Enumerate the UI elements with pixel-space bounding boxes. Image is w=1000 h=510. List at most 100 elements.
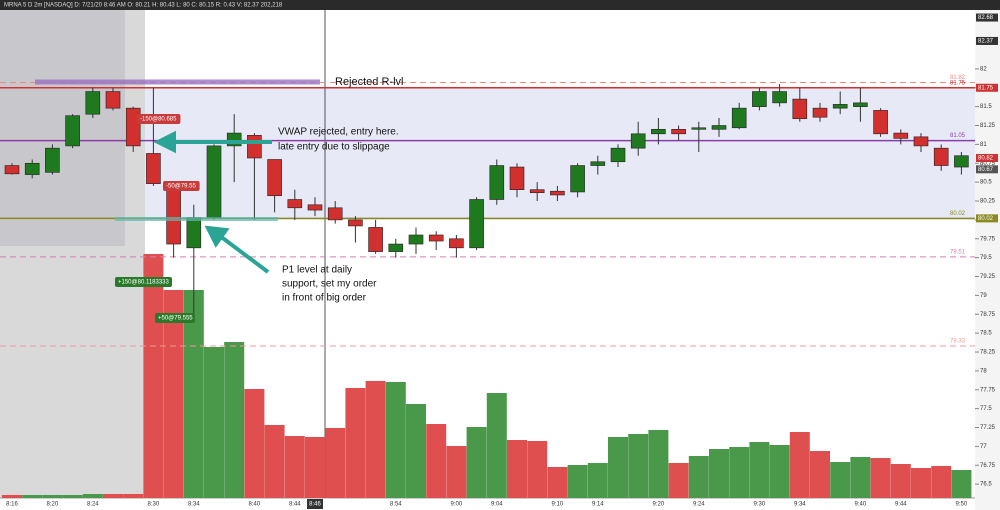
candle-body [166,187,181,245]
arrows [153,130,272,274]
candle-body [752,91,767,107]
candle-body [913,136,929,147]
order-label: -50@79.55 [166,184,196,190]
order-label: +50@79.555 [158,316,193,322]
annotation: late entry due to slippage [278,142,390,153]
volume-bar [608,437,628,498]
candle-body [247,135,262,159]
volume-bar [870,458,891,498]
y-tick-label: 80.25 [980,199,996,205]
volume-bar [103,494,123,498]
volume-bar [42,495,63,498]
volume-bar [2,495,22,498]
premarket-shade [0,10,125,246]
y-tick-label: 78.5 [980,331,992,337]
x-tick-label: 8:46 [309,502,321,508]
y-tick-label: 80.75 [980,161,996,167]
y-tick-label: 79.75 [980,236,996,242]
volume-bar [567,465,588,498]
volume-bar [709,449,729,498]
volume-bar [911,468,931,498]
candle-body [671,128,686,135]
volume-bar [244,389,265,498]
crosshair-tag [307,499,323,509]
annotation: support, set my order [282,279,377,290]
x-tick-label: 8:34 [188,502,200,508]
x-tick-label: 8:54 [390,502,402,508]
x-tick-label: 9:44 [895,502,907,508]
candle-body [267,159,282,197]
candle-body [449,238,464,249]
level-label: 78.33 [950,339,966,345]
volume-bar [810,451,830,498]
candle-body [853,102,868,107]
volume-bar [668,463,689,498]
price-tag-label: 81.75 [978,85,994,91]
x-tick-label: 9:00 [451,502,463,508]
order-tag [163,181,200,191]
candle-body [469,199,484,249]
candle-body [772,91,787,104]
volume-bar [406,404,426,498]
candle-body [954,155,969,168]
candle-body [85,91,101,115]
x-tick-label: 8:40 [249,502,261,508]
y-tick-label: 79.5 [980,255,992,261]
candle-body [590,161,606,166]
candle-body [348,219,363,227]
volume-bar [204,347,224,498]
x-tick-label: 9:24 [693,502,705,508]
x-tick-label: 9:30 [754,502,766,508]
annotation: in front of big order [282,293,367,304]
volume-bar [82,494,103,498]
x-tick-label: 8:16 [6,502,18,508]
candle-body [24,162,40,175]
candle-body [45,147,60,173]
volume-bar [951,470,972,498]
level-label: 81.82 [950,75,966,81]
price-tag-label: 82.37 [978,39,994,45]
volume-bar [345,388,366,498]
y-tick-label: 79.25 [980,274,996,280]
price-tag [976,36,998,45]
volume-bar [62,495,83,498]
price-tag [976,214,998,223]
volume-bar [22,495,43,498]
price-tag-label: 82.68 [978,15,994,21]
candle-body [893,132,909,139]
volume-bar [628,434,649,498]
volume-bar [123,494,144,498]
annotation: Rejected R-lvl [335,76,403,88]
y-tick-label: 80.5 [980,180,992,186]
candle-body [630,133,646,149]
annotation: P1 level at daily [282,265,352,276]
y-tick-label: 79 [980,293,987,299]
candle-body [812,107,828,118]
y-tick-label: 82 [980,66,987,72]
x-tick-label: 8:30 [148,502,160,508]
candle-body [731,107,747,129]
candle-body [570,165,585,193]
price-tag [976,165,998,174]
x-tick-label: 8:24 [87,502,99,508]
header-bar [0,0,1000,10]
volume-bar [284,436,305,498]
candle-body [4,165,20,175]
candle-body [327,207,343,221]
header: MRNA 5 D 2m [NASDAQ] D: 7/21/20 8:46 AM … [4,3,283,9]
candle-body [509,166,525,190]
candle-body [610,147,626,163]
volume-bar [850,457,871,498]
candle-body [711,125,727,130]
candle-body [832,104,848,109]
price-tag-label: 80.02 [978,216,994,222]
candle-body [873,110,888,135]
candle-body [691,127,707,130]
y-tick-label: 77.25 [980,425,996,431]
volume-bar [729,447,750,498]
x-tick-label: 9:04 [491,502,503,508]
candle-body [368,227,383,252]
x-tick-label: 9:14 [592,502,604,508]
level-label: 81.05 [950,133,966,139]
volume-bar [486,393,507,498]
